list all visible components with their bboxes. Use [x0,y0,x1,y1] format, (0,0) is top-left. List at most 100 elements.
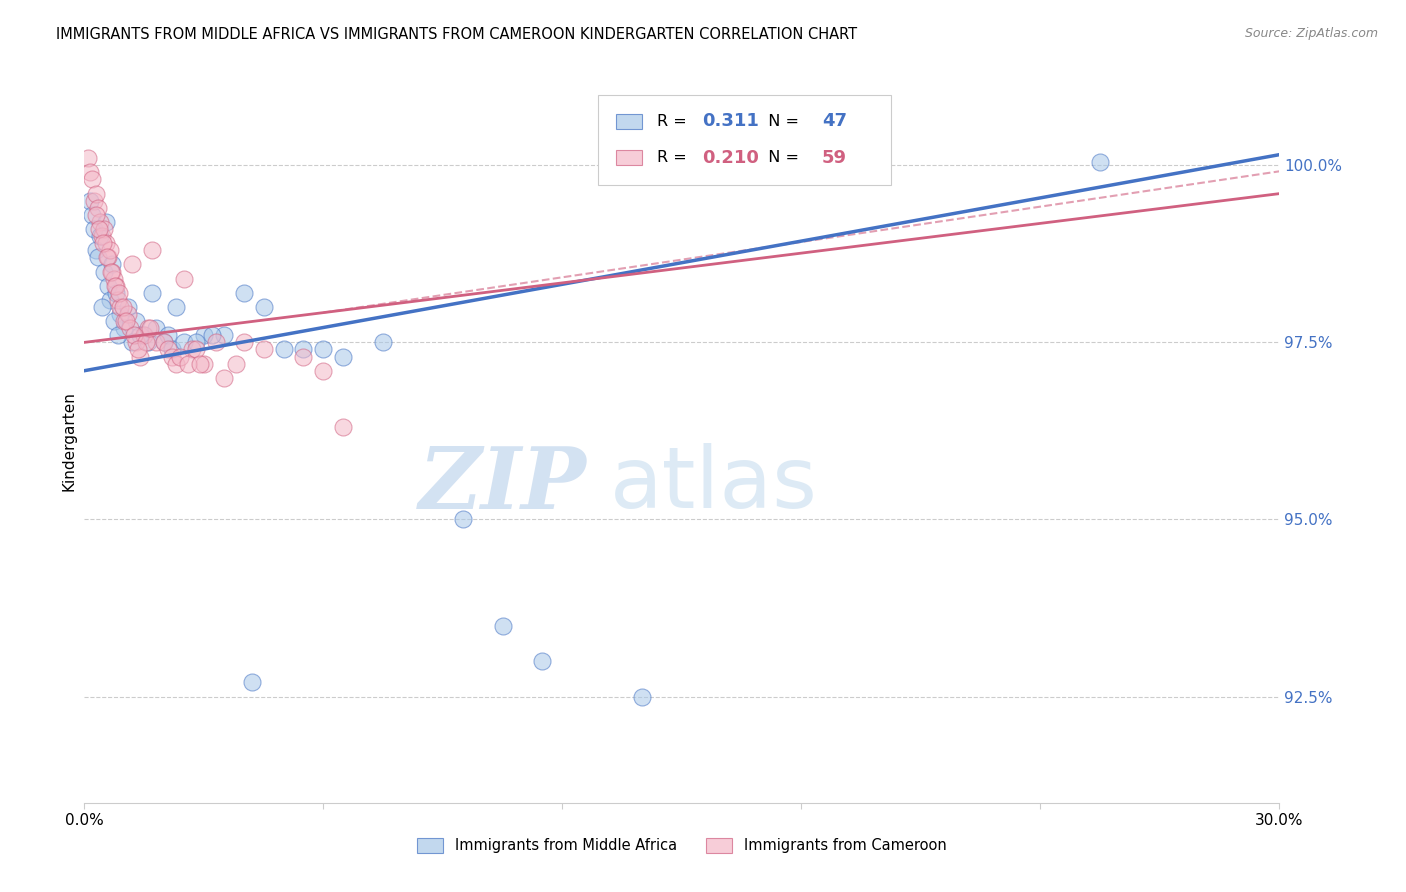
Point [86,244,108,258]
Point [87,251,110,265]
Point [87,201,110,215]
Point [184,343,207,357]
Text: N =: N = [758,114,804,129]
Point [232,335,254,350]
Point [212,328,235,343]
Point [105,285,128,300]
Point [451,512,474,526]
Point [292,343,315,357]
Text: Source: ZipAtlas.com: Source: ZipAtlas.com [1244,27,1378,40]
Point [188,357,211,371]
Point [165,300,187,314]
Point [181,343,204,357]
Point [157,328,180,343]
Point [104,278,127,293]
Point [253,300,276,314]
Point [145,321,167,335]
Point [253,343,276,357]
Point [121,335,143,350]
Point [173,271,195,285]
Point [201,328,224,343]
Point [101,257,124,271]
Point [153,335,176,350]
Point [96,251,118,265]
Point [108,285,131,300]
Text: IMMIGRANTS FROM MIDDLE AFRICA VS IMMIGRANTS FROM CAMEROON KINDERGARTEN CORRELATI: IMMIGRANTS FROM MIDDLE AFRICA VS IMMIGRA… [56,27,858,42]
Point [107,293,129,307]
Point [492,618,515,632]
Point [117,300,139,314]
Point [79,165,101,179]
Point [101,264,124,278]
FancyBboxPatch shape [599,95,891,185]
Point [132,328,156,343]
Point [103,314,125,328]
Text: 47: 47 [821,112,846,130]
Point [121,257,143,271]
Point [97,278,120,293]
Point [193,328,215,343]
Text: 0.311: 0.311 [702,112,759,130]
Y-axis label: Kindergarten: Kindergarten [60,392,76,491]
Point [112,300,135,314]
Point [129,328,152,343]
Point [120,321,142,335]
Point [125,314,148,328]
Point [93,222,115,236]
Point [157,343,180,357]
Point [105,278,128,293]
Text: N =: N = [758,150,804,165]
Point [141,285,163,300]
Point [86,186,108,201]
Point [98,293,121,307]
Point [84,208,107,222]
Point [117,307,139,321]
Point [312,343,335,357]
Point [91,229,114,244]
Point [531,654,554,668]
Point [91,300,114,314]
Point [153,335,176,350]
Point [107,328,129,343]
Point [141,244,163,258]
Point [373,335,395,350]
Point [136,321,159,335]
Point [100,264,122,278]
Point [160,343,183,357]
Point [139,321,162,335]
Point [98,244,121,258]
Point [77,151,100,165]
Point [169,350,191,364]
Text: R =: R = [657,114,692,129]
Text: atlas: atlas [610,443,818,526]
Point [136,335,159,350]
Point [122,328,145,343]
Point [127,343,149,357]
Point [97,251,120,265]
Point [93,236,115,251]
Point [332,420,354,434]
Text: ZIP: ZIP [419,443,586,526]
Point [1090,154,1112,169]
Point [93,264,115,278]
Point [135,335,157,350]
Point [165,357,187,371]
Point [83,222,105,236]
Point [177,357,200,371]
Point [112,314,135,328]
Point [129,350,152,364]
Point [96,236,118,251]
Point [103,271,125,285]
Point [89,215,111,229]
Point [273,343,295,357]
Point [212,371,235,385]
Point [232,285,254,300]
Text: 59: 59 [821,149,846,167]
Point [83,194,105,208]
Point [312,364,335,378]
Legend: Immigrants from Middle Africa, Immigrants from Cameroon: Immigrants from Middle Africa, Immigrant… [409,830,955,861]
Point [240,675,263,690]
Point [112,321,135,335]
Point [82,208,104,222]
Point [89,229,111,244]
